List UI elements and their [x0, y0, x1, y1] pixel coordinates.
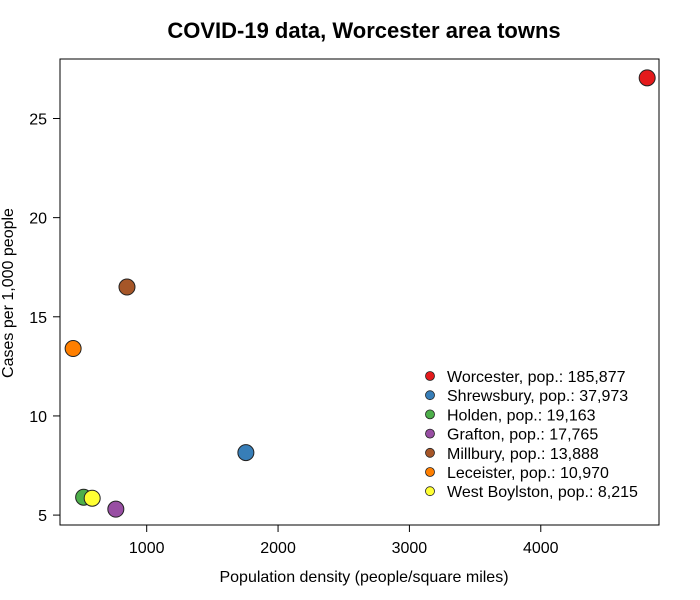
legend-label: Worcester, pop.: 185,877: [447, 369, 626, 386]
legend: Worcester, pop.: 185,877 Shrewsbury, pop.…: [425, 369, 638, 501]
legend-marker: [425, 486, 435, 497]
legend-label: Holden, pop.: 19,163: [447, 407, 596, 424]
legend-label: Shrewsbury, pop.: 37,973: [447, 388, 628, 405]
x-axis-label: Population density (people/square miles): [219, 569, 508, 586]
y-tick-label: 20: [29, 211, 47, 228]
data-point: [83, 489, 101, 507]
legend-label: Leceister, pop.: 10,970: [447, 465, 609, 482]
data-points: [64, 69, 656, 518]
legend-label: Grafton, pop.: 17,765: [447, 427, 598, 444]
data-point: [107, 500, 125, 518]
x-tick-label: 1000: [129, 540, 165, 557]
data-point: [118, 278, 136, 296]
legend-label: West Boylston, pop.: 8,215: [447, 484, 638, 501]
data-point: [237, 444, 255, 462]
x-tick-label: 3000: [392, 540, 428, 557]
y-tick-label: 10: [29, 409, 47, 426]
legend-marker: [425, 447, 435, 458]
y-axis: 5 10 15 20 25: [29, 111, 60, 525]
legend-marker: [425, 409, 435, 420]
y-tick-label: 25: [29, 111, 47, 128]
legend-marker: [425, 371, 435, 381]
y-tick-label: 5: [38, 508, 47, 525]
data-point: [638, 69, 656, 87]
y-axis-label: Cases per 1,000 people: [0, 208, 17, 378]
plot-frame: [59, 58, 660, 526]
y-tick-label: 15: [29, 310, 47, 327]
legend-marker: [425, 390, 435, 401]
data-point: [64, 340, 82, 358]
chart-title: COVID-19 data, Worcester area towns: [167, 18, 560, 43]
legend-label: Millbury, pop.: 13,888: [447, 446, 599, 463]
x-tick-label: 2000: [260, 540, 296, 557]
x-tick-label: 4000: [523, 540, 559, 557]
legend-marker: [425, 428, 435, 439]
x-axis: 1000 2000 3000 4000: [129, 525, 559, 557]
legend-marker: [425, 467, 435, 477]
